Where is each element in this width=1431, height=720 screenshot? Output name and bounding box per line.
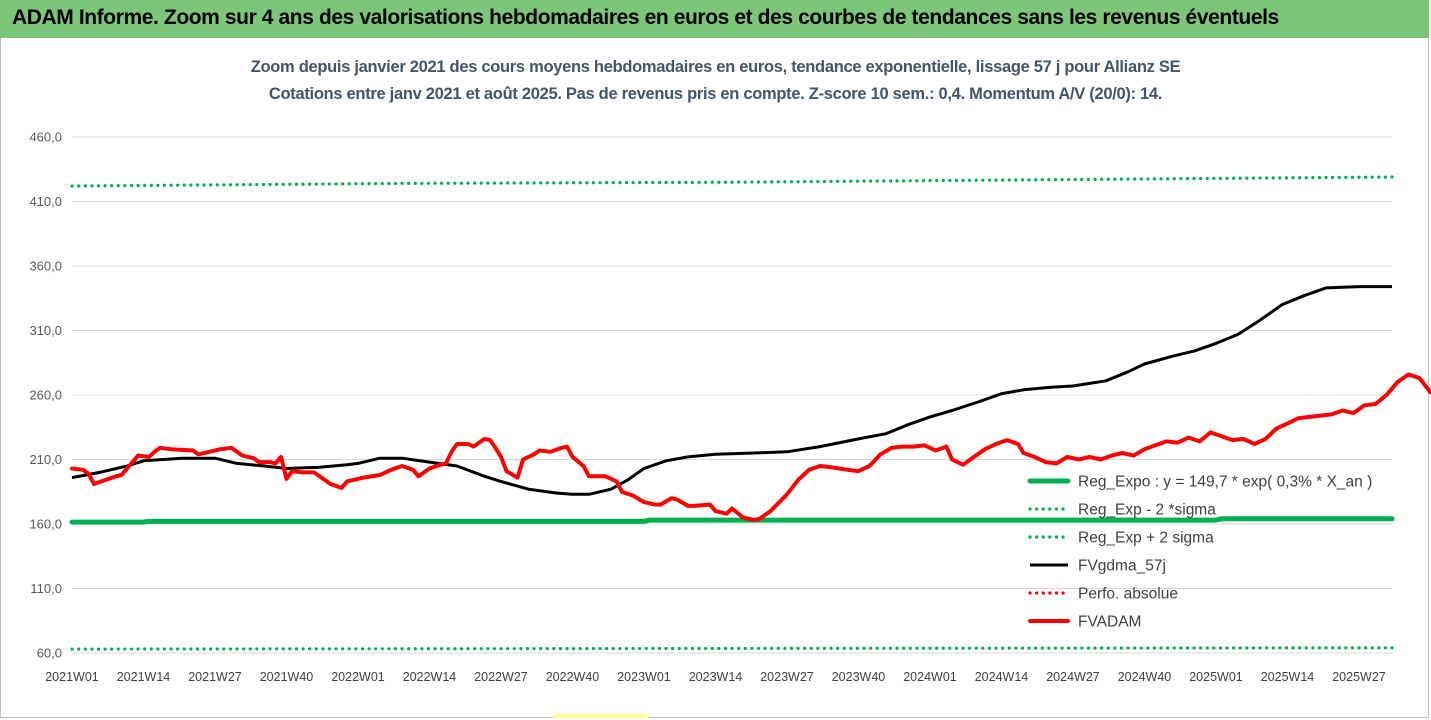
- x-tick-label: 2022W01: [331, 670, 385, 684]
- banner-title: ADAM Informe. Zoom sur 4 ans des valoris…: [12, 6, 1279, 29]
- y-tick-label: 410,0: [29, 194, 62, 209]
- x-tick-label: 2024W27: [1046, 670, 1100, 684]
- chart-title: Zoom depuis janvier 2021 des cours moyen…: [250, 58, 1181, 76]
- fvadam-line: [70, 372, 1431, 523]
- fvgdma-57j-line: [71, 285, 1392, 496]
- y-tick-label: 210,0: [29, 452, 62, 467]
- footer-highlight: [553, 714, 649, 718]
- legend-label: FVADAM: [1078, 614, 1141, 631]
- x-tick-label: 2023W01: [617, 670, 671, 684]
- report-banner: ADAM Informe. Zoom sur 4 ans des valoris…: [0, 0, 1429, 38]
- y-tick-label: 60,0: [37, 646, 62, 661]
- x-tick-label: 2024W14: [975, 670, 1029, 684]
- x-tick-label: 2022W14: [403, 670, 457, 684]
- x-tick-label: 2021W40: [260, 670, 314, 684]
- x-tick-label: 2022W40: [546, 670, 600, 684]
- y-tick-label: 110,0: [30, 581, 62, 596]
- x-tick-label: 2024W01: [903, 670, 957, 684]
- legend-label: Perfo. absolue: [1078, 586, 1178, 603]
- legend-label: Reg_Exp + 2 sigma: [1078, 530, 1214, 547]
- x-tick-label: 2021W01: [45, 670, 99, 684]
- y-tick-label: 460,0: [29, 130, 62, 145]
- y-tick-label: 160,0: [29, 517, 62, 532]
- legend-label: Reg_Exp - 2 *sigma: [1078, 502, 1216, 519]
- x-tick-label: 2024W40: [1118, 670, 1172, 684]
- legend-label: FVgdma_57j: [1078, 558, 1166, 575]
- legend-label: Reg_Expo : y = 149,7 * exp( 0,3% * X_an …: [1078, 474, 1372, 491]
- y-tick-label: 360,0: [29, 259, 62, 274]
- x-tick-label: 2023W14: [689, 670, 743, 684]
- reg-plus-2sigma-line: [70, 175, 1394, 188]
- x-tick-label: 2021W27: [188, 670, 242, 684]
- x-tick-label: 2021W14: [117, 670, 171, 684]
- x-tick-label: 2023W27: [760, 670, 814, 684]
- x-tick-label: 2023W40: [832, 670, 886, 684]
- y-tick-label: 260,0: [29, 388, 62, 403]
- chart-subtitle: Cotations entre janv 2021 et août 2025. …: [268, 85, 1163, 103]
- reg-expo-line: [69, 516, 1395, 525]
- x-tick-label: 2025W27: [1332, 670, 1386, 684]
- y-tick-label: 310,0: [29, 323, 62, 338]
- x-tick-label: 2025W01: [1189, 670, 1243, 684]
- reg-minus-2sigma-line: [70, 646, 1394, 651]
- x-tick-label: 2025W14: [1261, 670, 1315, 684]
- x-tick-label: 2022W27: [474, 670, 528, 684]
